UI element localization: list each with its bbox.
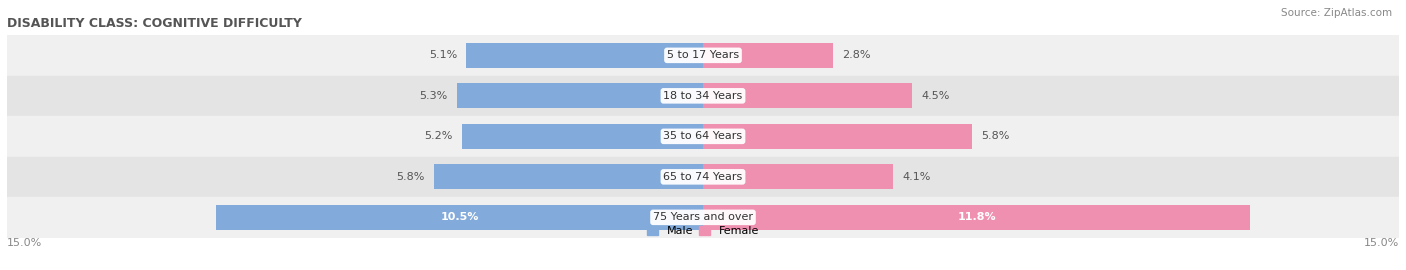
Bar [457, 83, 703, 108]
Text: 5.8%: 5.8% [396, 172, 425, 182]
Bar [7, 76, 1399, 116]
Bar [7, 35, 1399, 76]
Text: 2.8%: 2.8% [842, 50, 870, 60]
Text: 5.2%: 5.2% [425, 131, 453, 141]
Bar [7, 197, 1399, 238]
Text: DISABILITY CLASS: COGNITIVE DIFFICULTY: DISABILITY CLASS: COGNITIVE DIFFICULTY [7, 17, 302, 30]
Text: 4.1%: 4.1% [903, 172, 931, 182]
Text: 5.1%: 5.1% [429, 50, 457, 60]
Text: 4.5%: 4.5% [921, 91, 949, 101]
Text: 75 Years and over: 75 Years and over [652, 212, 754, 222]
Bar [703, 83, 912, 108]
Bar [703, 43, 832, 68]
Text: 18 to 34 Years: 18 to 34 Years [664, 91, 742, 101]
Bar [434, 164, 703, 190]
Text: 10.5%: 10.5% [440, 212, 478, 222]
Text: 65 to 74 Years: 65 to 74 Years [664, 172, 742, 182]
Bar [703, 124, 972, 149]
Text: Source: ZipAtlas.com: Source: ZipAtlas.com [1281, 8, 1392, 18]
Text: 5.8%: 5.8% [981, 131, 1010, 141]
Text: 15.0%: 15.0% [7, 238, 42, 248]
Text: 11.8%: 11.8% [957, 212, 995, 222]
Bar [7, 116, 1399, 157]
Bar [7, 157, 1399, 197]
Bar [467, 43, 703, 68]
Text: 5 to 17 Years: 5 to 17 Years [666, 50, 740, 60]
Bar [703, 205, 1250, 230]
Text: 15.0%: 15.0% [1364, 238, 1399, 248]
Bar [217, 205, 703, 230]
Bar [703, 164, 893, 190]
Text: 35 to 64 Years: 35 to 64 Years [664, 131, 742, 141]
Bar [461, 124, 703, 149]
Legend: Male, Female: Male, Female [647, 226, 759, 236]
Text: 5.3%: 5.3% [419, 91, 447, 101]
